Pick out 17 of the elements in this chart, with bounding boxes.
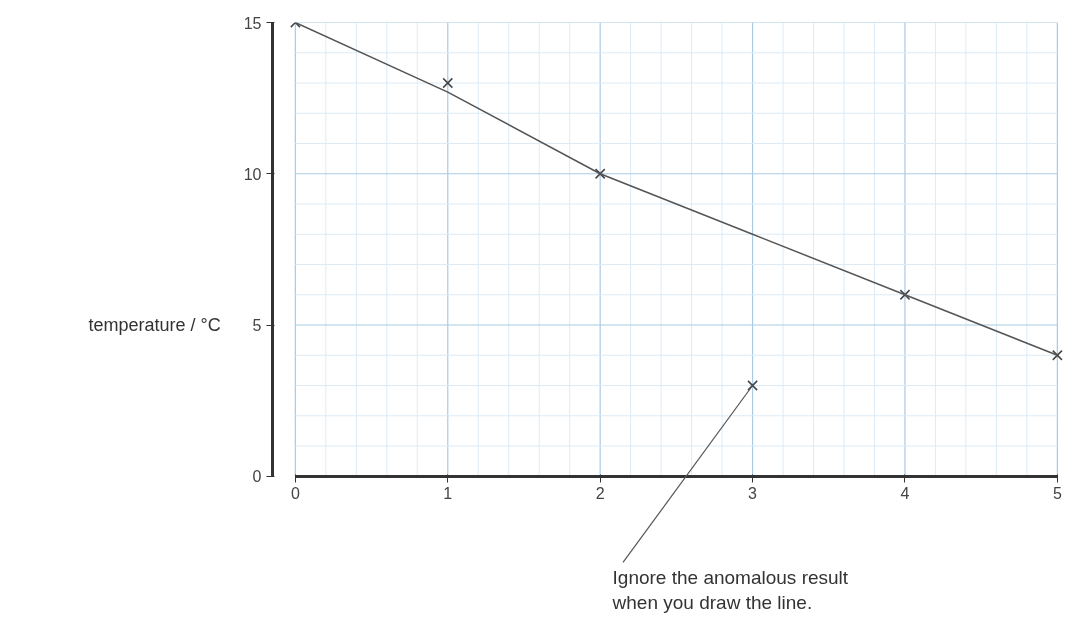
- y-tick-label: 15: [243, 14, 262, 32]
- point: [899, 289, 911, 301]
- x-tick-label: 1: [443, 485, 453, 503]
- point: [747, 380, 758, 391]
- x-tick-label: 3: [748, 485, 758, 503]
- y-tick-label: 10: [243, 165, 262, 183]
- point: [1052, 349, 1063, 361]
- x-tick-label: 2: [595, 485, 605, 503]
- annotation: Ignore the anomalous result when you draw the line.: [611, 567, 849, 614]
- y-axis-title: temperature / °C: [88, 315, 221, 335]
- point: [594, 168, 606, 180]
- x-tick-label: 4: [900, 485, 910, 503]
- y-tick-label: 0: [252, 468, 262, 486]
- point: [442, 77, 454, 89]
- x-tick-label: 5: [1052, 485, 1062, 503]
- x-tick-label: 0: [290, 485, 300, 503]
- y-tick-label: 5: [252, 317, 262, 334]
